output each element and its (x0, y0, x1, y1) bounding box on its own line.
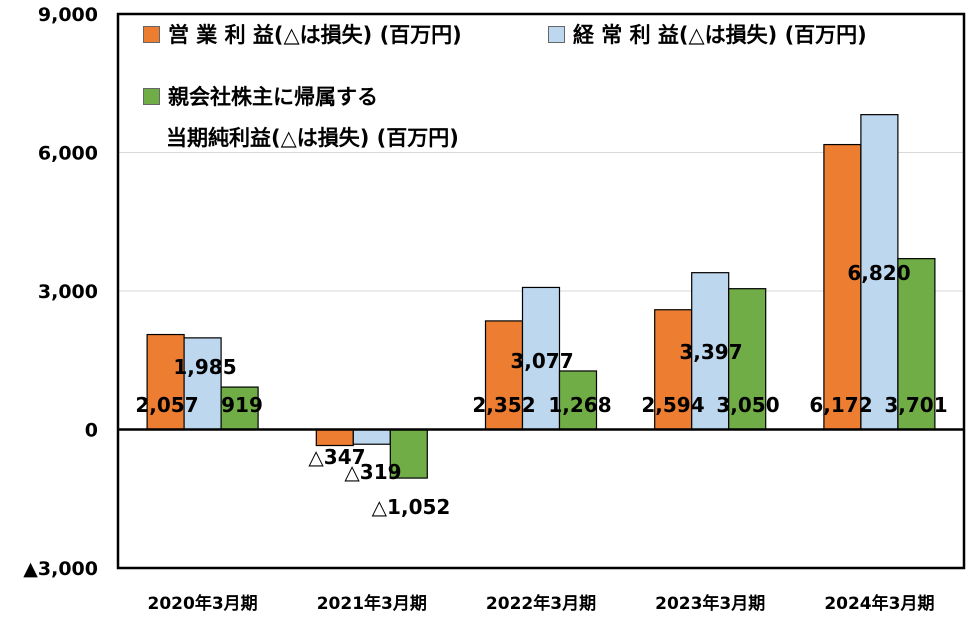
data-label: 1,985 (173, 355, 236, 379)
legend-swatch-3 (143, 87, 160, 105)
bar (860, 114, 899, 431)
y-tick-label: 6,000 (38, 143, 98, 165)
data-label: △1,052 (372, 495, 451, 519)
legend-series-3-line2: 当期純利益(△は損失) (百万円) (166, 128, 459, 149)
data-label: 6,820 (847, 261, 910, 285)
bar (146, 333, 185, 431)
data-label: 6,172 (809, 393, 872, 417)
x-tick-label: 2020年3月期 (148, 593, 258, 614)
bar (521, 286, 561, 431)
legend-label-3b: 当期純利益(△は損失) (百万円) (166, 126, 459, 150)
y-tick-label: 9,000 (38, 4, 98, 26)
legend-series-1: 営 業 利 益(△は損失) (百万円) (143, 25, 462, 46)
data-label: 919 (221, 393, 263, 417)
y-tick-label: 3,000 (38, 281, 98, 303)
x-tick-label: 2022年3月期 (486, 593, 596, 614)
data-label: 2,594 (641, 393, 704, 417)
x-tick-label: 2024年3月期 (824, 593, 934, 614)
legend-swatch-2 (548, 25, 565, 43)
data-label: 3,397 (679, 340, 742, 364)
x-tick-label: 2021年3月期 (317, 593, 427, 614)
bar (823, 143, 862, 431)
data-label: △319 (344, 460, 401, 484)
legend-swatch-1 (143, 25, 160, 43)
data-label: 1,268 (548, 393, 611, 417)
data-label: 2,057 (135, 393, 198, 417)
data-label: 3,701 (884, 393, 947, 417)
legend-series-3: 親会社株主に帰属する (143, 87, 378, 108)
legend-label-1: 営 業 利 益(△は損失) (百万円) (168, 23, 462, 47)
bar (558, 370, 598, 431)
legend-label-2: 経 常 利 益(△は損失) (百万円) (573, 23, 867, 47)
y-tick-label: 0 (85, 420, 98, 442)
x-tick-label: 2023年3月期 (655, 593, 765, 614)
data-label: 3,050 (716, 393, 779, 417)
legend-label-3a: 親会社株主に帰属する (168, 85, 378, 109)
bar (183, 337, 222, 431)
y-tick-label: ▲3,000 (23, 558, 98, 580)
legend-series-2: 経 常 利 益(△は損失) (百万円) (548, 25, 867, 46)
bar (654, 309, 693, 431)
data-label: 3,077 (510, 349, 573, 373)
plot-frame (116, 12, 966, 570)
bar (728, 288, 767, 431)
data-label: △347 (308, 445, 365, 469)
bar (220, 386, 259, 431)
bar (352, 428, 391, 445)
data-label: 2,352 (472, 393, 535, 417)
bar (315, 428, 354, 447)
